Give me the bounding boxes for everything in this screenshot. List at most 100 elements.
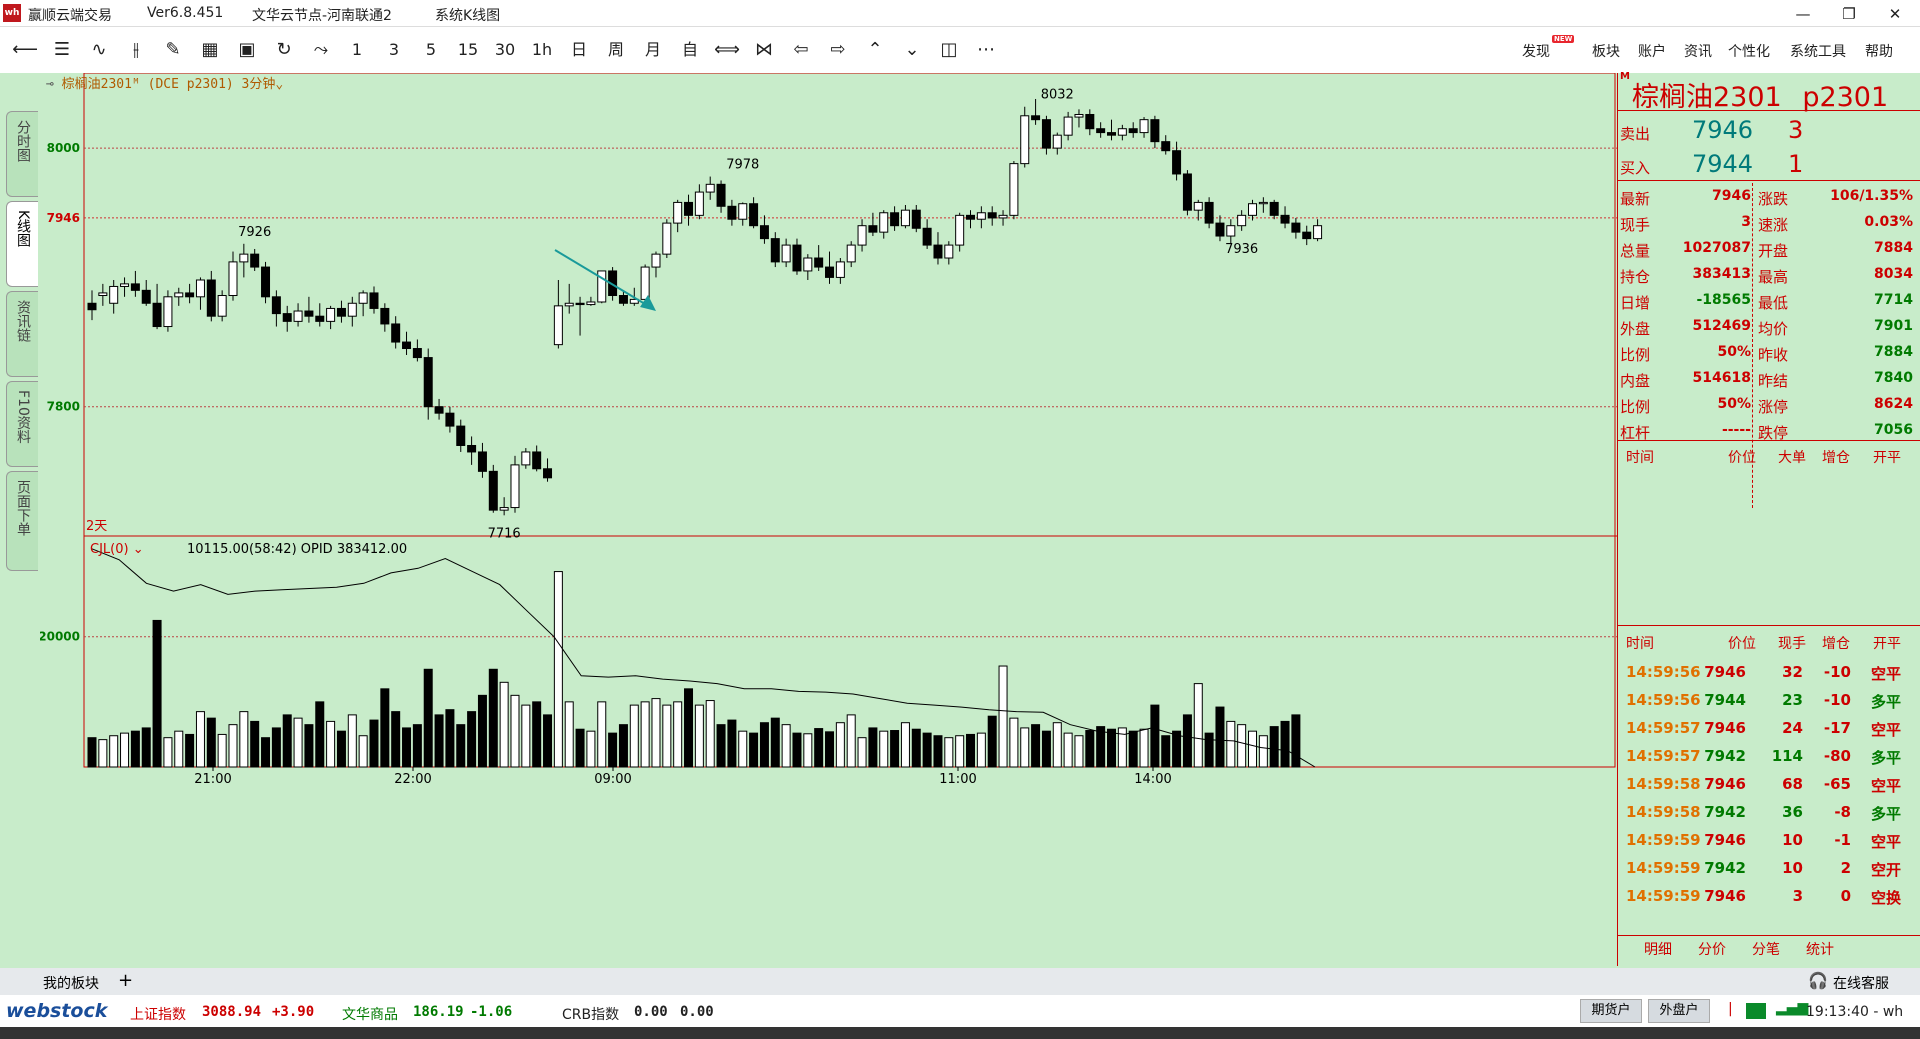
period-3[interactable]: 3 (388, 40, 400, 59)
tab-ticks[interactable]: 分笔 (1752, 942, 1780, 958)
foreign-account-button[interactable]: 外盘户 (1648, 999, 1710, 1023)
contract-name: 棕榈油2301 (1632, 82, 1782, 113)
tick-row[interactable]: 14:59:58 7942 36 -8 多平 (1618, 803, 1920, 831)
futures-account-button[interactable]: 期货户 (1580, 999, 1642, 1023)
tab-detail[interactable]: 明细 (1644, 942, 1672, 958)
ask-row[interactable]: 卖出 7946 3 (1618, 116, 1920, 145)
volume-bar (727, 719, 737, 768)
tab-timeshare[interactable]: 分时图 (6, 111, 38, 197)
tick-row[interactable]: 14:59:56 7946 32 -10 空平 (1618, 663, 1920, 691)
menu-discover[interactable]: 发现 (1522, 44, 1550, 60)
prev-icon[interactable]: ⇦ (793, 39, 809, 60)
candle-body (662, 222, 672, 255)
tick-row[interactable]: 14:59:58 7946 68 -65 空平 (1618, 775, 1920, 803)
price-annotation: 7926 (238, 225, 271, 240)
period-week[interactable]: 周 (607, 40, 624, 59)
menu-personalize[interactable]: 个性化 (1728, 44, 1770, 60)
wh-index-label[interactable]: 文华商品 (342, 1007, 398, 1023)
bid-row[interactable]: 买入 7944 1 (1618, 150, 1920, 179)
volume-bar (174, 730, 184, 768)
period-1[interactable]: 1 (351, 40, 363, 59)
compare-icon[interactable]: ⤳ (313, 39, 329, 60)
app-version: Ver6.8.451 (147, 5, 224, 21)
ask-qty: 3 (1788, 116, 1804, 144)
candle-body (347, 302, 357, 317)
up-icon[interactable]: ⌃ (867, 39, 883, 60)
tick-row[interactable]: 14:59:59 7942 10 2 空开 (1618, 859, 1920, 887)
menu-account[interactable]: 账户 (1638, 44, 1666, 60)
pen-icon[interactable]: ✎ (165, 39, 181, 60)
save-icon[interactable]: ▣ (238, 39, 256, 60)
tick-row[interactable]: 14:59:56 7944 23 -10 多平 (1618, 691, 1920, 719)
period-15[interactable]: 15 (457, 40, 479, 59)
close-button[interactable]: ✕ (1888, 5, 1902, 23)
period-custom[interactable]: 自 (681, 40, 698, 59)
period-month[interactable]: 月 (644, 40, 661, 59)
menu-sector[interactable]: 板块 (1592, 44, 1620, 60)
candle-body (911, 209, 921, 229)
volume-bar (250, 720, 260, 768)
tick-row[interactable]: 14:59:57 7946 24 -17 空平 (1618, 719, 1920, 747)
candle-body (206, 279, 216, 317)
chart-menu-icon[interactable]: ⊸ (46, 77, 54, 92)
quote-label: 比例 (1620, 346, 1651, 364)
kline-chart[interactable]: 8000 7946 7800 20000 8032 7978 7926 7716 7936 2天 C… (40, 73, 1617, 966)
tick-qty: 10 (1782, 831, 1803, 849)
volume-bar (1074, 735, 1084, 768)
candle-body (1302, 231, 1312, 240)
online-service-link[interactable]: 在线客服 (1833, 976, 1889, 992)
restore-button[interactable]: ❐ (1842, 5, 1856, 23)
period-day[interactable]: 日 (570, 40, 587, 59)
add-board-button[interactable]: + (118, 970, 134, 991)
period-5[interactable]: 5 (425, 40, 437, 59)
tab-order[interactable]: 页面下单 (6, 471, 38, 571)
headset-icon[interactable]: 🎧 (1808, 971, 1828, 990)
chart-period[interactable]: 3分钟 (241, 77, 276, 92)
crb-index-change: 0.00 (680, 1004, 714, 1020)
period-1h[interactable]: 1h (531, 40, 553, 59)
tab-f10[interactable]: F10资料 (6, 381, 38, 467)
volume-bar (987, 715, 997, 768)
app-logo-icon: wh (3, 4, 21, 22)
candle-body (770, 238, 780, 263)
quote-label: 速涨 (1758, 216, 1789, 234)
next-icon[interactable]: ⇨ (830, 39, 846, 60)
menu-system-tools[interactable]: 系统工具 (1790, 44, 1846, 60)
tab-stats[interactable]: 统计 (1806, 942, 1834, 958)
quote-label: 比例 (1620, 398, 1651, 416)
grid-icon[interactable]: ▦ (201, 39, 219, 60)
minimize-button[interactable]: — (1795, 5, 1811, 23)
down-icon[interactable]: ⌄ (904, 39, 920, 60)
line-chart-icon[interactable]: ∿ (91, 39, 107, 60)
period-30[interactable]: 30 (494, 40, 516, 59)
volume-bar (835, 722, 845, 768)
candle-body (1063, 116, 1073, 136)
volume-bar (749, 732, 759, 768)
shrink-icon[interactable]: ⋈ (755, 39, 773, 60)
quote-row: 日增 -18565 最低 7714 (1618, 289, 1920, 315)
candle-icon[interactable]: ⫲ (133, 39, 139, 60)
menu-help[interactable]: 帮助 (1865, 44, 1893, 60)
tab-news-chain[interactable]: 资讯链 (6, 291, 38, 377)
tab-kline[interactable]: K线图 (6, 201, 38, 287)
chart-canvas[interactable]: 8000 7946 7800 20000 8032 7978 7926 7716 7936 2天 C… (40, 73, 1617, 966)
crb-index-label[interactable]: CRB指数 (562, 1007, 620, 1023)
tick-row[interactable]: 14:59:59 7946 10 -1 空平 (1618, 831, 1920, 859)
more-icon[interactable]: ⋯ (977, 39, 995, 60)
quote-row: 杠杆 ----- 跌停 7056 (1618, 419, 1920, 445)
list-icon[interactable]: ☰ (53, 39, 71, 60)
my-board-tab[interactable]: 我的板块 (43, 976, 99, 992)
left-right-icon[interactable]: ⟺ (714, 39, 740, 60)
candle-body (803, 257, 813, 272)
sh-index-label[interactable]: 上证指数 (130, 1007, 186, 1023)
chevron-down-icon[interactable]: ⌄ (275, 77, 284, 92)
refresh-icon[interactable]: ↻ (276, 39, 292, 60)
tab-price-dist[interactable]: 分价 (1698, 942, 1726, 958)
candle-body (1258, 201, 1268, 205)
layout-icon[interactable]: ◫ (940, 39, 958, 60)
chart-symbol: 棕榈油2301ᴹ (61, 77, 140, 92)
tick-row[interactable]: 14:59:57 7942 114 -80 多平 (1618, 747, 1920, 775)
menu-news[interactable]: 资讯 (1684, 44, 1712, 60)
tick-row[interactable]: 14:59:59 7946 3 0 空换 (1618, 887, 1920, 915)
back-icon[interactable]: ⟵ (12, 39, 38, 60)
